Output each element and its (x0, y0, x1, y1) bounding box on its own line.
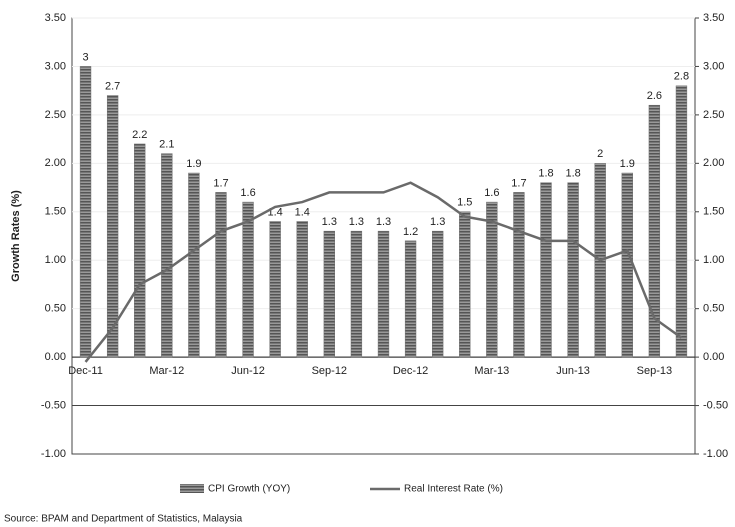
x-tick-label: Dec-12 (393, 365, 428, 377)
y2-tick-label: 1.00 (703, 254, 724, 266)
y2-tick-label: -1.00 (703, 448, 728, 460)
data-label: 1.7 (511, 177, 526, 189)
bar (269, 221, 281, 358)
y2-tick-label: 0.50 (703, 303, 724, 315)
data-label: 1.9 (620, 158, 635, 170)
data-label: 1.7 (213, 177, 228, 189)
y-tick-label: 3.00 (45, 60, 66, 72)
x-tick-label: Mar-12 (149, 365, 184, 377)
y-tick-label: 2.00 (45, 157, 66, 169)
bar (79, 66, 92, 358)
legend-label: CPI Growth (YOY) (208, 484, 290, 495)
data-label: 2.1 (159, 139, 174, 151)
y-tick-label: 2.50 (45, 109, 66, 121)
bar (377, 230, 390, 358)
bar (106, 95, 119, 358)
bar (188, 172, 200, 358)
data-label: 2 (597, 148, 603, 160)
data-label: 2.8 (674, 71, 689, 83)
y2-tick-label: 3.00 (703, 60, 724, 72)
y-tick-label: 0.00 (45, 351, 66, 363)
data-label: 1.6 (484, 187, 499, 199)
y-tick-label: 0.50 (45, 303, 66, 315)
data-label: 1.3 (430, 216, 445, 228)
bar (404, 240, 417, 358)
bar (675, 85, 688, 358)
data-label: 2.6 (647, 90, 662, 102)
x-tick-label: Jun-13 (556, 365, 590, 377)
bar (621, 172, 633, 358)
bar (242, 201, 254, 358)
bar (432, 230, 444, 358)
source: Source: BPAM and Department of Statistic… (4, 514, 243, 525)
bar (567, 182, 579, 358)
bar (459, 211, 471, 358)
bar (134, 143, 146, 358)
legend-label: Real Interest Rate (%) (404, 484, 503, 495)
x-tick-label: Mar-13 (474, 365, 509, 377)
data-label: 1.8 (565, 168, 580, 180)
y2-tick-label: 2.50 (703, 109, 724, 121)
bar (215, 192, 227, 358)
data-label: 1.9 (186, 158, 201, 170)
legend-swatch (180, 484, 204, 493)
y2-tick-label: 1.50 (703, 206, 724, 218)
data-label: 2.2 (132, 129, 147, 141)
y2-tick-label: -0.50 (703, 399, 728, 411)
bar (323, 230, 335, 358)
bar (648, 104, 661, 358)
bar (513, 192, 525, 358)
y-tick-label: -0.50 (41, 399, 66, 411)
y-tick-label: -1.00 (41, 448, 66, 460)
y2-tick-label: 3.50 (703, 12, 724, 24)
data-label: 1.4 (295, 206, 310, 218)
bar (540, 182, 552, 358)
x-tick-label: Sep-13 (637, 365, 672, 377)
bar (486, 201, 498, 358)
data-label: 1.6 (240, 187, 255, 199)
x-tick-label: Dec-11 (68, 365, 103, 377)
y-axis-title: Growth Rates (%) (10, 190, 22, 282)
bar (296, 221, 308, 358)
data-label: 1.3 (376, 216, 391, 228)
bar (350, 230, 363, 358)
bar (161, 153, 173, 358)
data-label: 1.3 (349, 216, 364, 228)
data-label: 3 (82, 51, 88, 63)
data-label: 1.8 (538, 168, 553, 180)
data-label: 1.5 (457, 197, 472, 209)
x-tick-label: Jun-12 (231, 365, 265, 377)
y-tick-label: 1.00 (45, 254, 66, 266)
y-tick-label: 1.50 (45, 206, 66, 218)
x-tick-label: Sep-12 (312, 365, 347, 377)
data-label: 1.3 (322, 216, 337, 228)
y-tick-label: 3.50 (45, 12, 66, 24)
y2-tick-label: 2.00 (703, 157, 724, 169)
line (84, 181, 683, 363)
y2-tick-label: 0.00 (703, 351, 724, 363)
data-label: 1.2 (403, 226, 418, 238)
data-label: 2.7 (105, 80, 120, 92)
